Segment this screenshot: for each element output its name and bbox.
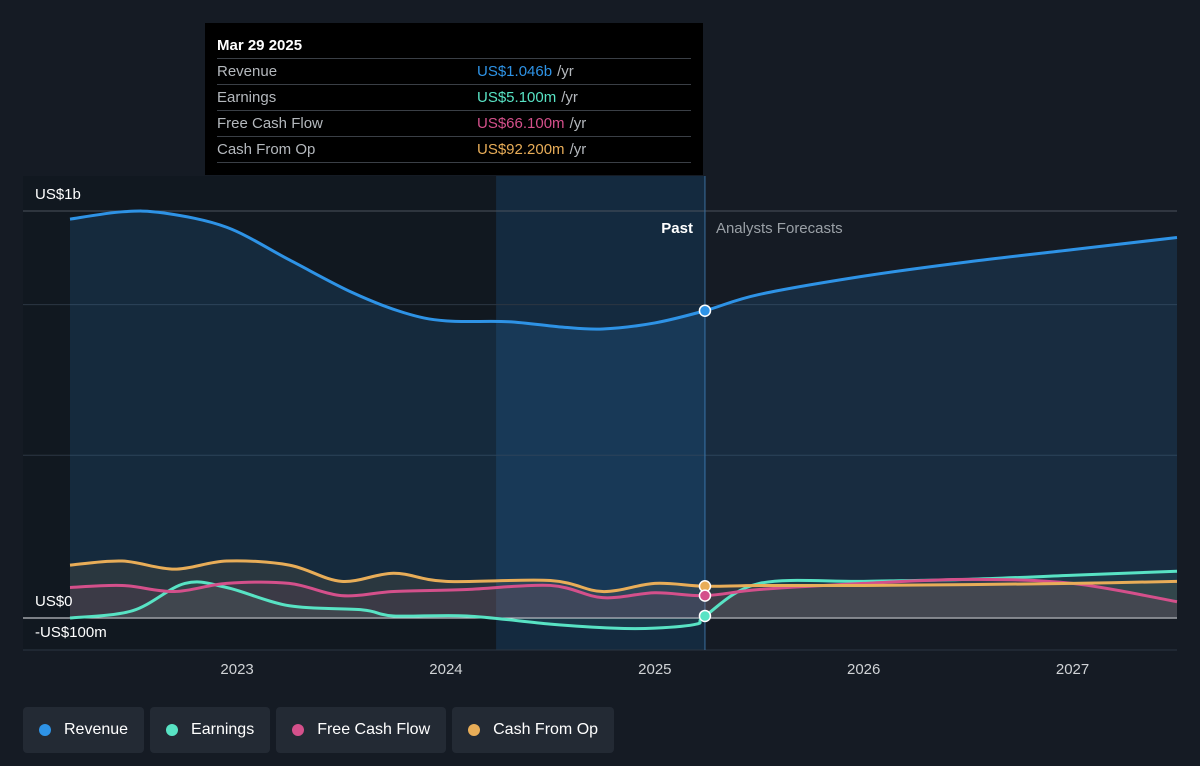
tooltip-label: Earnings (217, 89, 277, 106)
tooltip-row-earnings: Earnings US$5.100m /yr (217, 85, 691, 111)
past-label: Past (661, 220, 693, 237)
legend: Revenue Earnings Free Cash Flow Cash Fro… (23, 707, 615, 753)
legend-dot-icon (292, 724, 305, 736)
tooltip-label: Cash From Op (217, 141, 316, 158)
legend-item-free-cash-flow[interactable]: Free Cash Flow (276, 707, 447, 753)
tooltip-value: US$5.100m (477, 89, 557, 106)
x-tick-label: 2024 (429, 661, 462, 678)
tooltip-value: US$92.200m (477, 141, 565, 158)
legend-label: Free Cash Flow (317, 721, 431, 738)
series-line-revenue (69, 209, 1178, 331)
tooltip-unit: /yr (557, 63, 574, 80)
tooltip-row-revenue: Revenue US$1.046b /yr (217, 59, 691, 85)
marker-revenue (698, 304, 712, 317)
legend-dot-icon (468, 724, 481, 736)
legend-item-cash-from-op[interactable]: Cash From Op (452, 707, 615, 753)
tooltip-unit: /yr (569, 141, 587, 158)
tooltip-unit: /yr (569, 115, 587, 132)
series-area-revenue (70, 211, 1177, 618)
forecast-label: Analysts Forecasts (716, 220, 843, 237)
chart: US$1b US$0 -US$100m Past Analysts Forecasts 2… (23, 176, 1178, 678)
series-line-free-cash-flow (69, 577, 1178, 604)
tooltip-value: US$1.046b (477, 63, 553, 80)
y-label-zero: US$0 (35, 593, 73, 610)
tooltip: Mar 29 2025 Revenue US$1.046b /yr Earnin… (205, 23, 703, 175)
tooltip-row-free-cash-flow: Free Cash Flow US$66.100m /yr (217, 111, 691, 137)
y-label-top: US$1b (35, 186, 81, 203)
legend-item-revenue[interactable]: Revenue (23, 707, 145, 753)
highlight-band (496, 176, 705, 650)
legend-label: Revenue (64, 721, 129, 738)
legend-item-earnings[interactable]: Earnings (150, 707, 271, 753)
tooltip-row-cash-from-op: Cash From Op US$92.200m /yr (217, 137, 691, 163)
x-tick-label: 2023 (220, 661, 253, 678)
marker-earnings (698, 609, 712, 623)
tooltip-date: Mar 29 2025 (217, 36, 691, 59)
legend-dot-icon (166, 724, 179, 736)
marker-free-cash-flow (698, 589, 712, 602)
legend-label: Earnings (191, 721, 255, 738)
x-tick-label: 2026 (847, 661, 880, 678)
legend-dot-icon (39, 724, 51, 736)
tooltip-label: Revenue (217, 63, 278, 80)
tooltip-unit: /yr (561, 89, 578, 106)
y-label-negative: -US$100m (35, 624, 107, 641)
tooltip-value: US$66.100m (477, 115, 565, 132)
x-tick-label: 2027 (1056, 661, 1089, 678)
x-tick-label: 2025 (638, 661, 671, 678)
tooltip-label: Free Cash Flow (217, 115, 323, 132)
series-line-cash-from-op (69, 559, 1178, 594)
legend-label: Cash From Op (493, 721, 599, 738)
